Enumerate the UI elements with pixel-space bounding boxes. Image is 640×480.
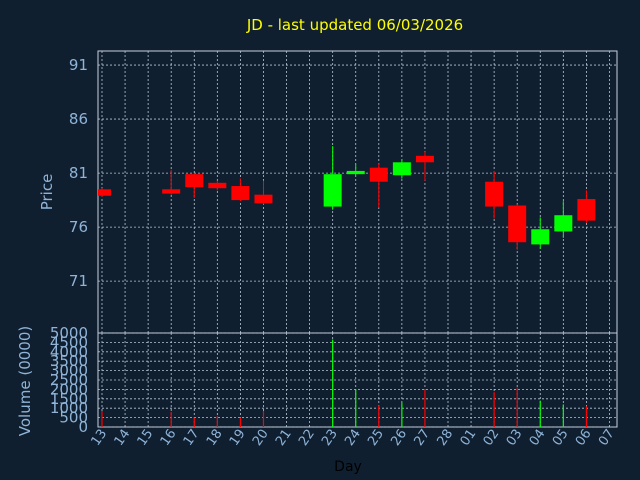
x-tick-label: 13 [88, 427, 110, 449]
x-tick-label: 28 [434, 427, 456, 449]
x-tick-label: 01 [458, 427, 480, 449]
volume-tick-label: 3000 [50, 362, 88, 380]
x-tick-label: 23 [319, 427, 341, 449]
candle [369, 163, 388, 208]
x-tick-label: 22 [296, 427, 318, 449]
candle [392, 159, 411, 179]
candle-body [415, 155, 434, 163]
x-tick-label: 04 [527, 427, 549, 449]
candle-body [185, 174, 204, 188]
x-tick-label: 24 [342, 427, 364, 449]
x-tick-label: 02 [481, 427, 503, 449]
volume-tick-label: 5000 [50, 324, 88, 342]
x-tick-label: 18 [204, 427, 226, 449]
candle-body [254, 194, 273, 204]
candle-body [554, 215, 573, 232]
x-tick-label: 21 [273, 427, 295, 449]
candle-body [508, 205, 527, 243]
x-tick-label: 05 [550, 427, 572, 449]
price-tick-label: 91 [69, 56, 88, 74]
volume-tick-label: 2000 [50, 380, 88, 398]
candle [254, 180, 273, 205]
candle [415, 151, 434, 181]
candle-body [162, 189, 181, 194]
chart-title: JD - last updated 06/03/2026 [246, 16, 463, 34]
x-tick-label: 03 [504, 427, 526, 449]
volume-tick-label: 1000 [50, 399, 88, 417]
candle-body [208, 182, 227, 189]
candle [162, 169, 181, 195]
volume-tick-label: 4000 [50, 343, 88, 361]
candle-body [392, 162, 411, 176]
candle [485, 170, 504, 219]
candle-body [577, 199, 596, 221]
price-panel: 71 76 81 86 91 [69, 50, 618, 334]
candle [531, 217, 550, 249]
candle-body [98, 189, 111, 196]
x-tick-label: 20 [250, 427, 272, 449]
volume-axis-label: Volume (0000) [16, 326, 34, 436]
candle-body [531, 229, 550, 245]
x-tick-label: 19 [227, 427, 249, 449]
price-tick-label: 76 [69, 218, 88, 236]
x-axis: 13 14 15 16 17 18 19 20 21 22 23 24 25 26 27 28 01 02 03 04… [88, 427, 617, 449]
candle [231, 178, 250, 202]
price-tick-label: 71 [69, 272, 88, 290]
price-axis-label: Price [38, 174, 56, 211]
volume-tick-label: 4500 [50, 333, 88, 351]
price-tick-label: 81 [69, 164, 88, 182]
candle-body [346, 170, 365, 175]
x-tick-label: 17 [181, 427, 203, 449]
candle [185, 173, 204, 198]
candle-body [323, 174, 342, 207]
volume-tick-label: 1500 [50, 390, 88, 408]
volume-tick-label: 500 [59, 409, 88, 427]
x-tick-label: 15 [135, 427, 157, 449]
candle [508, 204, 527, 250]
volume-tick-label: 3500 [50, 352, 88, 370]
candle [554, 201, 573, 238]
x-tick-label: 14 [112, 427, 134, 449]
x-tick-label: 25 [365, 427, 387, 449]
volume-tick-label: 2500 [50, 371, 88, 389]
candle [323, 146, 342, 210]
x-tick-label: 27 [411, 427, 433, 449]
x-axis-label: Day [334, 459, 362, 475]
candle [346, 164, 365, 176]
candle-body [485, 181, 504, 207]
price-tick-label: 86 [69, 110, 88, 128]
x-tick-label: 06 [573, 427, 595, 449]
candle-body [369, 167, 388, 182]
x-tick-label: 16 [158, 427, 180, 449]
candle-body [231, 186, 250, 201]
x-tick-label: 07 [596, 427, 618, 449]
x-tick-label: 26 [388, 427, 410, 449]
candle [577, 190, 596, 223]
candle [208, 180, 227, 191]
volume-tick-label: 0 [78, 418, 88, 436]
candle [98, 188, 111, 197]
